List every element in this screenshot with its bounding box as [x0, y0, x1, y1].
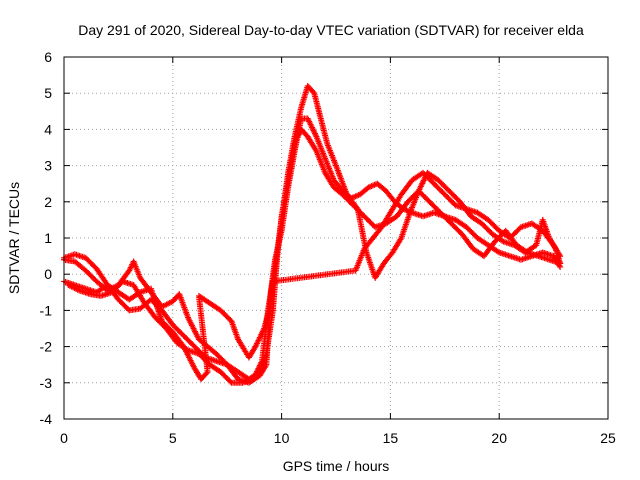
x-axis-label: GPS time / hours: [283, 458, 390, 474]
data-point: [125, 306, 132, 313]
y-tick-labels: -4 -3 -2 -1 0 1 2 3 4 5 6: [40, 49, 53, 427]
y-tick-label: 0: [44, 266, 52, 282]
data-point: [557, 253, 564, 260]
data-point: [353, 204, 360, 211]
x-tick-label: 15: [383, 430, 399, 446]
data-point: [227, 378, 234, 385]
x-tick-label: 25: [600, 430, 616, 446]
chart-title: Day 291 of 2020, Sidereal Day-to-day VTE…: [78, 22, 584, 38]
y-tick-label: -2: [40, 339, 53, 355]
y-tick-label: 5: [44, 85, 52, 101]
data-series: [61, 82, 564, 386]
y-axis-label: SDTVAR / TECUs: [6, 182, 22, 294]
y-tick-label: -1: [40, 302, 53, 318]
series-track-d: [65, 169, 564, 386]
grid: [64, 57, 608, 419]
data-point: [556, 251, 563, 258]
y-tick-label: -4: [40, 411, 53, 427]
y-tick-label: 1: [44, 230, 52, 246]
data-point: [557, 260, 564, 267]
x-tick-label: 0: [60, 430, 68, 446]
x-tick-label: 20: [491, 430, 507, 446]
y-tick-label: 2: [44, 194, 52, 210]
x-tick-label: 10: [274, 430, 290, 446]
x-tick-label: 5: [169, 430, 177, 446]
y-tick-label: 6: [44, 49, 52, 65]
x-tick-labels: 0 5 10 15 20 25: [60, 430, 616, 446]
y-tick-label: -3: [40, 375, 53, 391]
y-tick-label: 4: [44, 121, 52, 137]
data-point: [203, 370, 210, 377]
y-tick-label: 3: [44, 158, 52, 174]
series-track-a: [61, 126, 564, 383]
axis-ticks: [63, 56, 609, 420]
data-point: [262, 363, 269, 370]
